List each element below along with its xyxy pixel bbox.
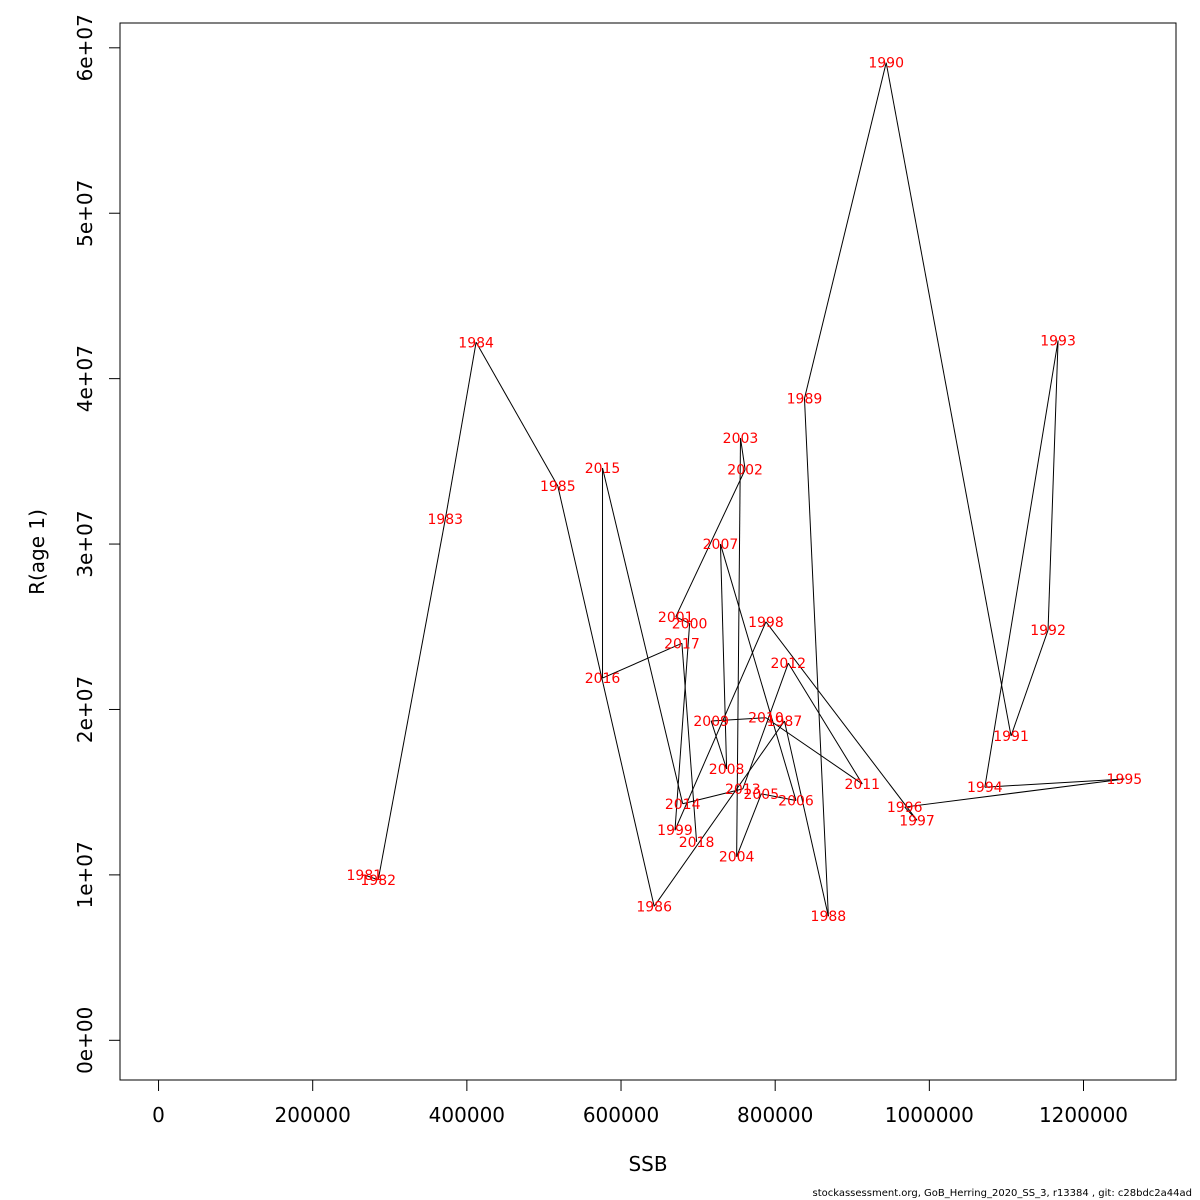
point-label-2010: 2010 xyxy=(748,711,784,727)
y-tick-label: 2e+07 xyxy=(73,676,97,743)
point-label-1999: 1999 xyxy=(657,823,693,839)
x-axis: 0 200000 400000 600000 800000 1000000 1200000 xyxy=(152,1079,1128,1127)
point-label-1982: 1982 xyxy=(360,873,396,889)
point-label-1987: 1987 xyxy=(767,714,803,730)
series-segment xyxy=(475,342,559,487)
point-label-2015: 2015 xyxy=(585,461,621,477)
x-tick-label: 200000 xyxy=(275,1103,351,1127)
series-segment xyxy=(602,467,684,804)
x-tick-label: 600000 xyxy=(583,1103,659,1127)
x-tick-label: 1000000 xyxy=(885,1103,974,1127)
point-label-1998: 1998 xyxy=(748,615,784,631)
series-segment xyxy=(377,519,446,880)
series-segment xyxy=(675,616,690,624)
footer-credit: stockassessment.org, GoB_Herring_2020_SS… xyxy=(812,1188,1192,1199)
point-label-2008: 2008 xyxy=(709,762,745,778)
series-segment xyxy=(719,544,728,770)
point-label-1985: 1985 xyxy=(540,479,576,495)
point-label-2007: 2007 xyxy=(703,537,739,553)
x-tick-label: 0 xyxy=(152,1103,165,1127)
series-segment xyxy=(364,874,379,881)
point-label-2005: 2005 xyxy=(743,787,779,803)
x-axis-title: SSB xyxy=(628,1152,667,1176)
series-segment xyxy=(653,720,785,907)
series-segment xyxy=(736,793,762,857)
series-segment xyxy=(1047,340,1059,631)
point-label-1996: 1996 xyxy=(887,800,923,816)
series-segment xyxy=(803,398,829,917)
point-label-2003: 2003 xyxy=(723,431,759,447)
point-label-1995: 1995 xyxy=(1107,772,1143,788)
point-label-1991: 1991 xyxy=(993,729,1029,745)
x-tick-label: 800000 xyxy=(737,1103,813,1127)
series-segment xyxy=(736,438,741,857)
point-label-2018: 2018 xyxy=(679,835,715,851)
point-label-1989: 1989 xyxy=(787,391,823,407)
series-segment xyxy=(761,793,797,801)
point-label-2013: 2013 xyxy=(725,782,761,798)
series-segment xyxy=(765,621,918,821)
point-label-1981: 1981 xyxy=(347,868,383,884)
series-segment xyxy=(787,662,863,785)
point-label-2001: 2001 xyxy=(658,610,694,626)
series-segment xyxy=(674,621,767,831)
series-segment xyxy=(984,340,1059,788)
x-tick-label: 400000 xyxy=(429,1103,505,1127)
point-label-2011: 2011 xyxy=(844,777,880,793)
point-label-2017: 2017 xyxy=(664,636,700,652)
y-tick-label: 6e+07 xyxy=(73,14,97,81)
point-label-2009: 2009 xyxy=(693,714,729,730)
series-segment xyxy=(904,778,1125,808)
y-tick-label: 1e+07 xyxy=(73,841,97,908)
series-segment xyxy=(765,717,863,785)
point-label-1990: 1990 xyxy=(868,56,904,72)
series-segment xyxy=(740,438,746,470)
y-tick-label: 3e+07 xyxy=(73,510,97,577)
series-segment xyxy=(885,62,1012,737)
point-label-1986: 1986 xyxy=(636,899,672,915)
y-tick-label: 4e+07 xyxy=(73,345,97,412)
series-segment xyxy=(602,642,683,679)
y-axis: 0e+00 1e+07 2e+07 3e+07 4e+07 5e+07 6e+07 xyxy=(73,14,121,1074)
y-tick-label: 5e+07 xyxy=(73,180,97,247)
point-label-1983: 1983 xyxy=(427,512,463,528)
point-label-1997: 1997 xyxy=(899,813,935,829)
y-axis-title: R(age 1) xyxy=(25,509,49,595)
series-segment xyxy=(1010,629,1049,737)
series-path xyxy=(364,62,1125,917)
x-tick-label: 1200000 xyxy=(1039,1103,1128,1127)
plot-frame xyxy=(119,22,1177,1081)
series-segment xyxy=(984,778,1125,788)
point-label-2004: 2004 xyxy=(719,850,755,866)
point-label-2016: 2016 xyxy=(585,671,621,687)
point-label-1984: 1984 xyxy=(458,335,494,351)
point-label-1992: 1992 xyxy=(1030,623,1066,639)
point-label-1994: 1994 xyxy=(967,780,1003,796)
series-segment xyxy=(719,543,797,801)
point-label-2006: 2006 xyxy=(778,793,814,809)
point-label-2002: 2002 xyxy=(727,463,763,479)
series-segment xyxy=(682,788,743,805)
series-segment xyxy=(444,342,477,520)
series-segment xyxy=(674,623,691,831)
series-segment xyxy=(742,662,789,790)
point-label-2014: 2014 xyxy=(665,797,701,813)
series-segment xyxy=(783,720,829,917)
series-segment xyxy=(557,486,655,907)
series-segment xyxy=(803,62,887,399)
point-label-2012: 2012 xyxy=(770,656,806,672)
series-segment xyxy=(710,720,728,770)
point-label-1993: 1993 xyxy=(1040,334,1076,350)
point-label-1988: 1988 xyxy=(811,909,847,925)
series-segment xyxy=(681,643,698,842)
series-segment xyxy=(675,469,746,618)
series-segment xyxy=(711,717,766,722)
point-label-2000: 2000 xyxy=(672,616,708,632)
y-tick-label: 0e+00 xyxy=(73,1007,97,1074)
